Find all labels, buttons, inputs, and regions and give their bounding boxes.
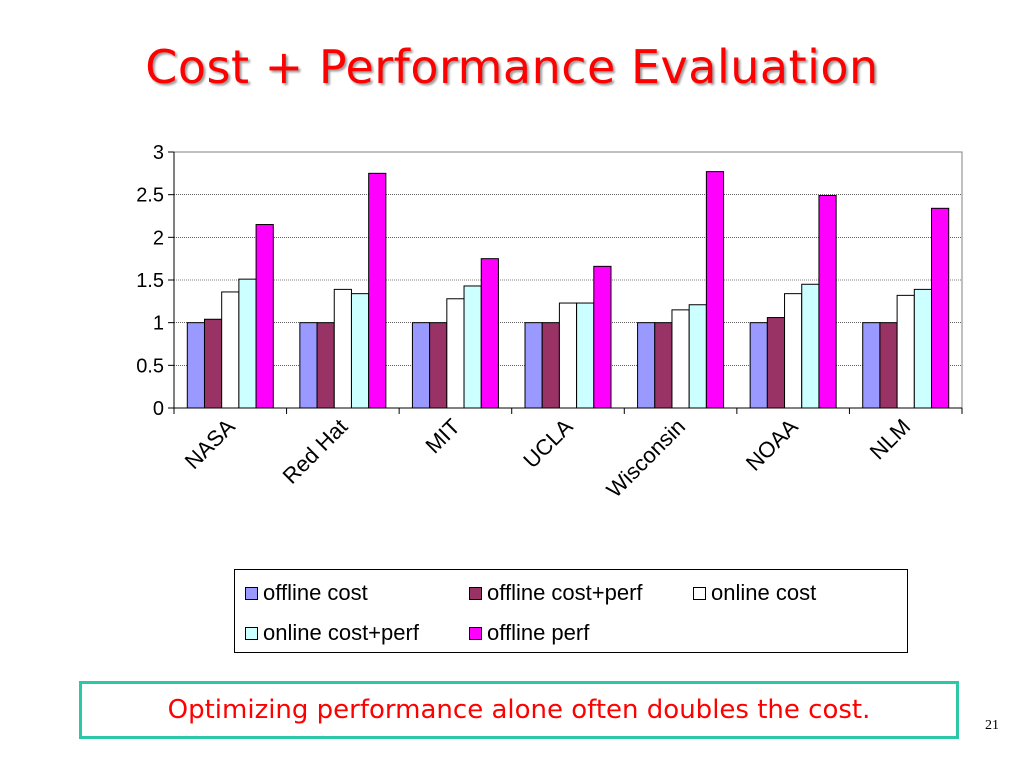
bar-online-cost-perf: [463, 285, 482, 409]
y-tick-label: 0: [153, 398, 164, 420]
y-tick-label: 1: [153, 313, 164, 335]
bar-online-cost: [896, 294, 915, 409]
x-tick-label: MIT: [420, 414, 464, 458]
bar-offline-perf: [931, 207, 950, 409]
bar-offline-cost-perf: [429, 322, 448, 409]
x-tick-label: Red Hat: [278, 414, 353, 489]
bar-offline-cost: [524, 322, 543, 409]
bar-offline-cost: [637, 322, 656, 409]
bar-online-cost-perf: [238, 278, 257, 409]
legend-label: offline cost+perf: [487, 580, 643, 605]
legend-swatch: [245, 586, 258, 600]
callout-box: Optimizing performance alone often doubl…: [79, 681, 959, 739]
bar-offline-perf: [818, 195, 837, 409]
bar-online-cost-perf: [913, 288, 933, 409]
slide-title: Cost + Performance Evaluation: [145, 40, 879, 94]
bar-online-cost-perf: [801, 283, 820, 409]
chart-legend: offline cost offline cost+perf online co…: [234, 569, 908, 653]
bar-online-cost: [221, 291, 240, 409]
bar-online-cost-perf: [350, 293, 370, 409]
legend-item-online-cost-perf: online cost+perf: [245, 620, 419, 646]
y-tick-label: 2.5: [136, 185, 164, 207]
legend-label: offline cost: [263, 580, 368, 605]
legend-label: offline perf: [487, 620, 590, 645]
y-tick-label: 3: [153, 142, 164, 164]
legend-swatch: [245, 626, 258, 640]
legend-swatch: [693, 586, 706, 600]
bar-offline-cost-perf: [316, 322, 335, 409]
legend-item-offline-perf: offline perf: [469, 620, 589, 646]
page-number: 21: [985, 718, 999, 733]
bar-online-cost-perf: [576, 302, 595, 409]
legend-label: online cost+perf: [263, 620, 419, 645]
legend-swatch: [469, 626, 482, 640]
bar-offline-cost-perf: [879, 322, 898, 409]
bar-online-cost: [558, 302, 578, 409]
legend-item-offline-cost-perf: offline cost+perf: [469, 580, 643, 606]
bar-online-cost: [671, 309, 690, 409]
callout-text: Optimizing performance alone often doubl…: [167, 695, 871, 725]
bar-offline-perf: [368, 172, 387, 409]
legend-swatch: [469, 586, 482, 600]
legend-label: online cost: [711, 580, 817, 605]
x-tick-label: UCLA: [518, 414, 577, 473]
x-tick-label: NASA: [180, 414, 240, 474]
bar-offline-cost-perf: [541, 322, 560, 409]
y-tick-label: 0.5: [136, 355, 164, 377]
bar-offline-cost: [299, 322, 318, 409]
bar-offline-cost: [749, 322, 768, 409]
bar-online-cost: [333, 288, 352, 409]
bar-offline-cost: [411, 322, 431, 409]
x-tick-label: NOAA: [741, 414, 803, 476]
y-tick-label: 2: [153, 227, 164, 249]
y-axis-label: Cost normalized by offline cost: [80, 189, 101, 472]
legend-item-online-cost: online cost: [693, 580, 816, 606]
bar-offline-perf: [480, 258, 499, 409]
bar-online-cost: [784, 293, 803, 409]
bar-offline-perf: [705, 171, 725, 409]
bar-offline-cost-perf: [766, 317, 786, 409]
bar-offline-cost: [186, 322, 205, 409]
bar-offline-cost-perf: [654, 322, 673, 409]
bar-online-cost: [446, 298, 465, 409]
bar-online-cost-perf: [688, 304, 707, 409]
x-tick-label: Wisconsin: [602, 414, 691, 503]
y-tick-label: 1.5: [136, 270, 164, 292]
bar-offline-perf: [593, 265, 612, 409]
legend-item-offline-cost: offline cost: [245, 580, 368, 606]
bar-offline-cost-perf: [203, 318, 223, 409]
x-tick-label: NLM: [865, 414, 916, 465]
bar-offline-cost: [862, 322, 881, 409]
bar-chart: 0 0.5 1 1.5 2 2.5 3 Cost normalized by offline …: [80, 142, 963, 503]
bar-offline-perf: [255, 224, 274, 409]
